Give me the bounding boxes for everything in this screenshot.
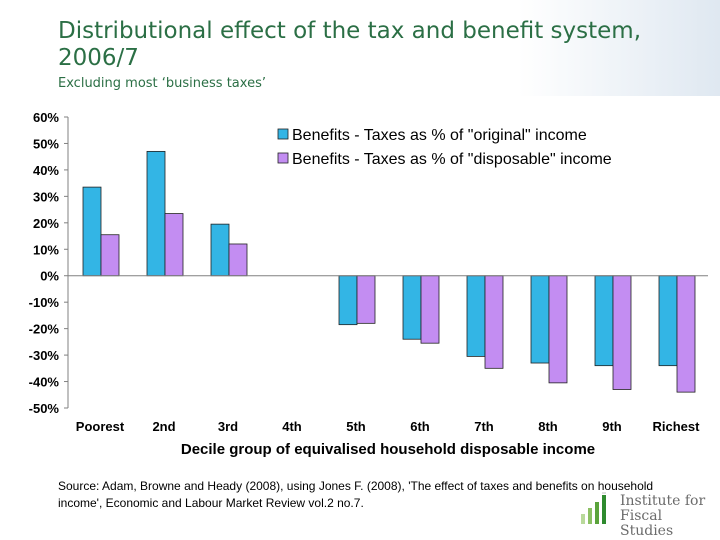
legend-swatch-original	[277, 128, 289, 140]
logo-bars-icon	[581, 492, 606, 524]
y-tick-label: 30%	[33, 189, 59, 204]
y-tick-label: -30%	[29, 348, 60, 363]
x-axis-title: Decile group of equivalised household di…	[181, 441, 595, 458]
y-tick-label: 40%	[33, 163, 59, 178]
bar-original	[210, 223, 230, 277]
y-tick-label: -50%	[29, 401, 60, 416]
x-tick-label: 8th	[538, 419, 558, 434]
page-subtitle: Excluding most ‘business taxes’	[58, 76, 266, 91]
y-tick-label: 50%	[33, 136, 59, 151]
page-title: Distributional effect of the tax and ben…	[58, 18, 642, 71]
y-tick-label: 20%	[33, 216, 59, 231]
legend-label-disposable: Benefits - Taxes as % of "disposable" in…	[292, 151, 612, 168]
bar-original	[594, 275, 614, 367]
bar-original	[338, 275, 358, 326]
header-band	[0, 0, 720, 96]
y-tick-label: 60%	[33, 110, 59, 125]
x-tick-label: 5th	[346, 419, 366, 434]
bar-original	[402, 275, 422, 340]
x-tick-label: Poorest	[76, 419, 125, 434]
y-tick-label: -20%	[29, 322, 60, 337]
ifs-logo: Institute for Fiscal Studies	[580, 492, 710, 539]
bar-disposable	[612, 275, 632, 390]
bar-disposable	[420, 275, 440, 344]
x-axis-labels: Poorest 2nd 3rd 4th 5th 6th 7th 8th 9th Richest	[76, 419, 700, 434]
bar-original	[658, 275, 678, 367]
bar-original	[146, 150, 166, 277]
y-tick-label: -40%	[29, 375, 60, 390]
x-tick-label: 6th	[410, 419, 430, 434]
chart-legend: Benefits - Taxes as % of "original" inco…	[277, 127, 612, 168]
x-tick-label: 4th	[282, 419, 302, 434]
x-tick-label: Richest	[653, 419, 701, 434]
logo-line-2: Fiscal Studies	[620, 508, 674, 539]
bar-disposable	[484, 275, 504, 369]
bar-disposable	[676, 275, 696, 393]
bar-original	[82, 186, 102, 277]
y-tick-label: 10%	[33, 242, 59, 257]
source-note: Source: Adam, Browne and Heady (2008), u…	[58, 479, 654, 510]
bar-disposable	[164, 213, 184, 277]
y-axis-ticks: 60% 50% 40% 30% 20% 10% 0% -10% -20% -30% -40% -50%	[29, 110, 68, 416]
bar-original	[530, 275, 550, 364]
logo-line-1: Institute for	[620, 493, 706, 509]
legend-swatch-disposable	[277, 152, 289, 164]
legend-label-original: Benefits - Taxes as % of "original" inco…	[292, 127, 587, 144]
x-tick-label: 3rd	[218, 419, 238, 434]
y-tick-label: 0%	[40, 269, 59, 284]
x-tick-label: 9th	[602, 419, 622, 434]
bar-disposable	[100, 234, 120, 277]
bar-chart: 60% 50% 40% 30% 20% 10% 0% -10% -20% -30% -40% -50%…	[29, 110, 708, 458]
bar-disposable	[356, 275, 376, 324]
x-tick-label: 2nd	[152, 419, 175, 434]
logo-text: Institute for Fiscal Studies	[620, 494, 710, 539]
bar-disposable	[548, 275, 568, 384]
x-tick-label: 7th	[474, 419, 494, 434]
bars-group	[82, 150, 696, 393]
bar-original	[466, 275, 486, 357]
bar-disposable	[228, 243, 248, 277]
y-tick-label: -10%	[29, 295, 60, 310]
